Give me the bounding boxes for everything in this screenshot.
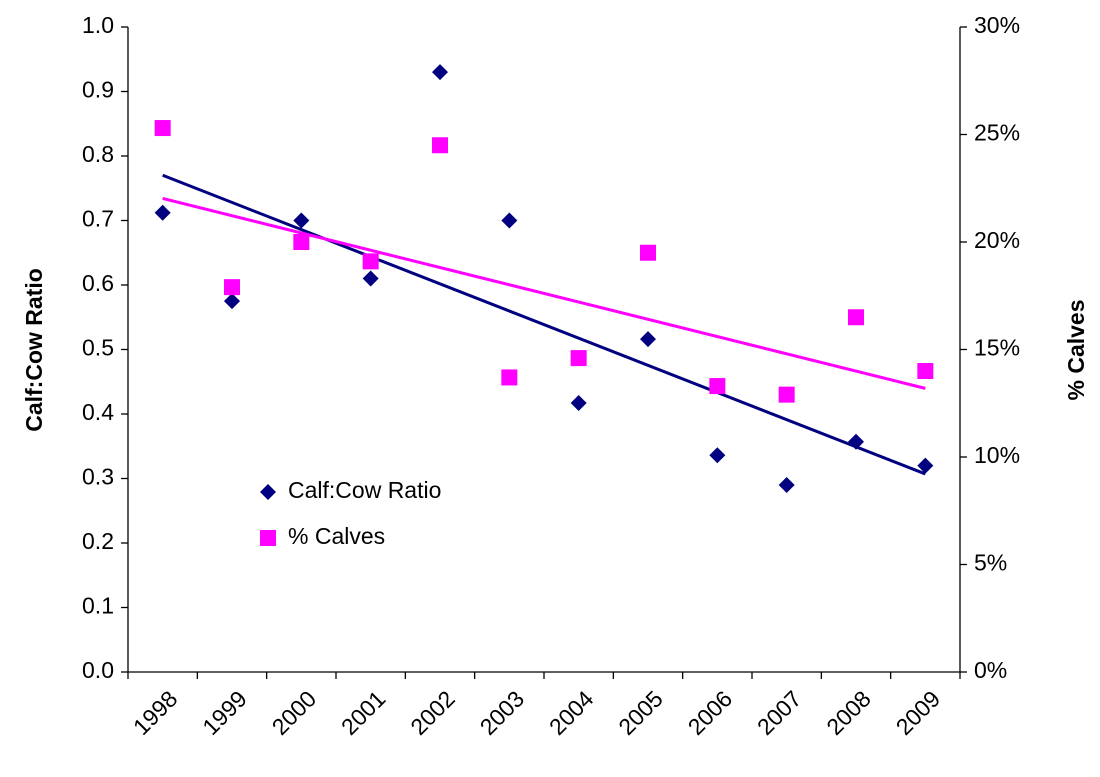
point <box>848 433 864 450</box>
point <box>293 212 310 229</box>
y2-tick-label: 10% <box>974 442 1020 468</box>
point <box>778 386 795 403</box>
y-tick-label: 0.0 <box>82 657 114 683</box>
point <box>501 369 518 386</box>
trendline <box>162 196 926 390</box>
x-tick-label: 1998 <box>128 685 183 740</box>
y-tick-label: 0.6 <box>82 270 114 296</box>
legend-label: Calf:Cow Ratio <box>288 477 441 503</box>
point <box>709 447 726 464</box>
point <box>154 204 171 221</box>
y-tick-label: 0.8 <box>82 141 114 167</box>
x-tick-label: 2007 <box>752 685 807 740</box>
point <box>224 293 240 310</box>
y2-axis-title: % Calves <box>1063 299 1089 400</box>
legend-label: % Calves <box>288 523 385 549</box>
point <box>432 64 448 81</box>
point <box>917 363 934 379</box>
point <box>709 378 726 395</box>
point <box>640 331 656 348</box>
y2-tick-label: 20% <box>974 227 1020 253</box>
y2-tick-label: 5% <box>974 550 1007 576</box>
point <box>640 244 656 261</box>
point <box>778 476 795 493</box>
x-tick-label: 2002 <box>405 685 460 740</box>
x-tick-label: 2001 <box>336 685 391 740</box>
point <box>432 137 448 154</box>
point <box>570 350 587 367</box>
y-tick-label: 1.0 <box>82 12 114 38</box>
y-tick-label: 0.3 <box>82 464 114 490</box>
y-tick-label: 0.7 <box>82 206 114 232</box>
y-tick-label: 0.1 <box>82 593 114 619</box>
y2-tick-label: 15% <box>974 335 1020 361</box>
y-tick-label: 0.4 <box>82 399 114 425</box>
y-axis-title: Calf:Cow Ratio <box>21 268 47 432</box>
legend-marker <box>260 484 276 500</box>
y2-tick-label: 30% <box>974 12 1020 38</box>
y-tick-label: 0.5 <box>82 335 114 361</box>
point <box>362 270 379 287</box>
point <box>501 212 518 229</box>
y-tick-label: 0.2 <box>82 528 114 554</box>
point <box>917 457 934 474</box>
x-tick-label: 2005 <box>613 685 668 740</box>
x-tick-label: 2008 <box>821 685 876 740</box>
y2-tick-label: 0% <box>974 657 1007 683</box>
x-tick-label: 2003 <box>475 685 530 740</box>
x-tick-label: 2006 <box>683 685 738 740</box>
trendline <box>162 173 926 476</box>
legend-marker <box>260 530 276 546</box>
y2-tick-label: 25% <box>974 120 1020 146</box>
x-tick-label: 1999 <box>197 685 252 740</box>
point <box>848 309 864 326</box>
x-tick-label: 2009 <box>891 685 946 740</box>
point <box>293 234 310 250</box>
point <box>570 395 587 412</box>
point <box>224 279 240 296</box>
y-tick-label: 0.9 <box>82 77 114 103</box>
point <box>154 120 171 137</box>
x-tick-label: 2004 <box>544 685 599 740</box>
point <box>362 253 379 270</box>
x-tick-label: 2000 <box>267 685 322 740</box>
